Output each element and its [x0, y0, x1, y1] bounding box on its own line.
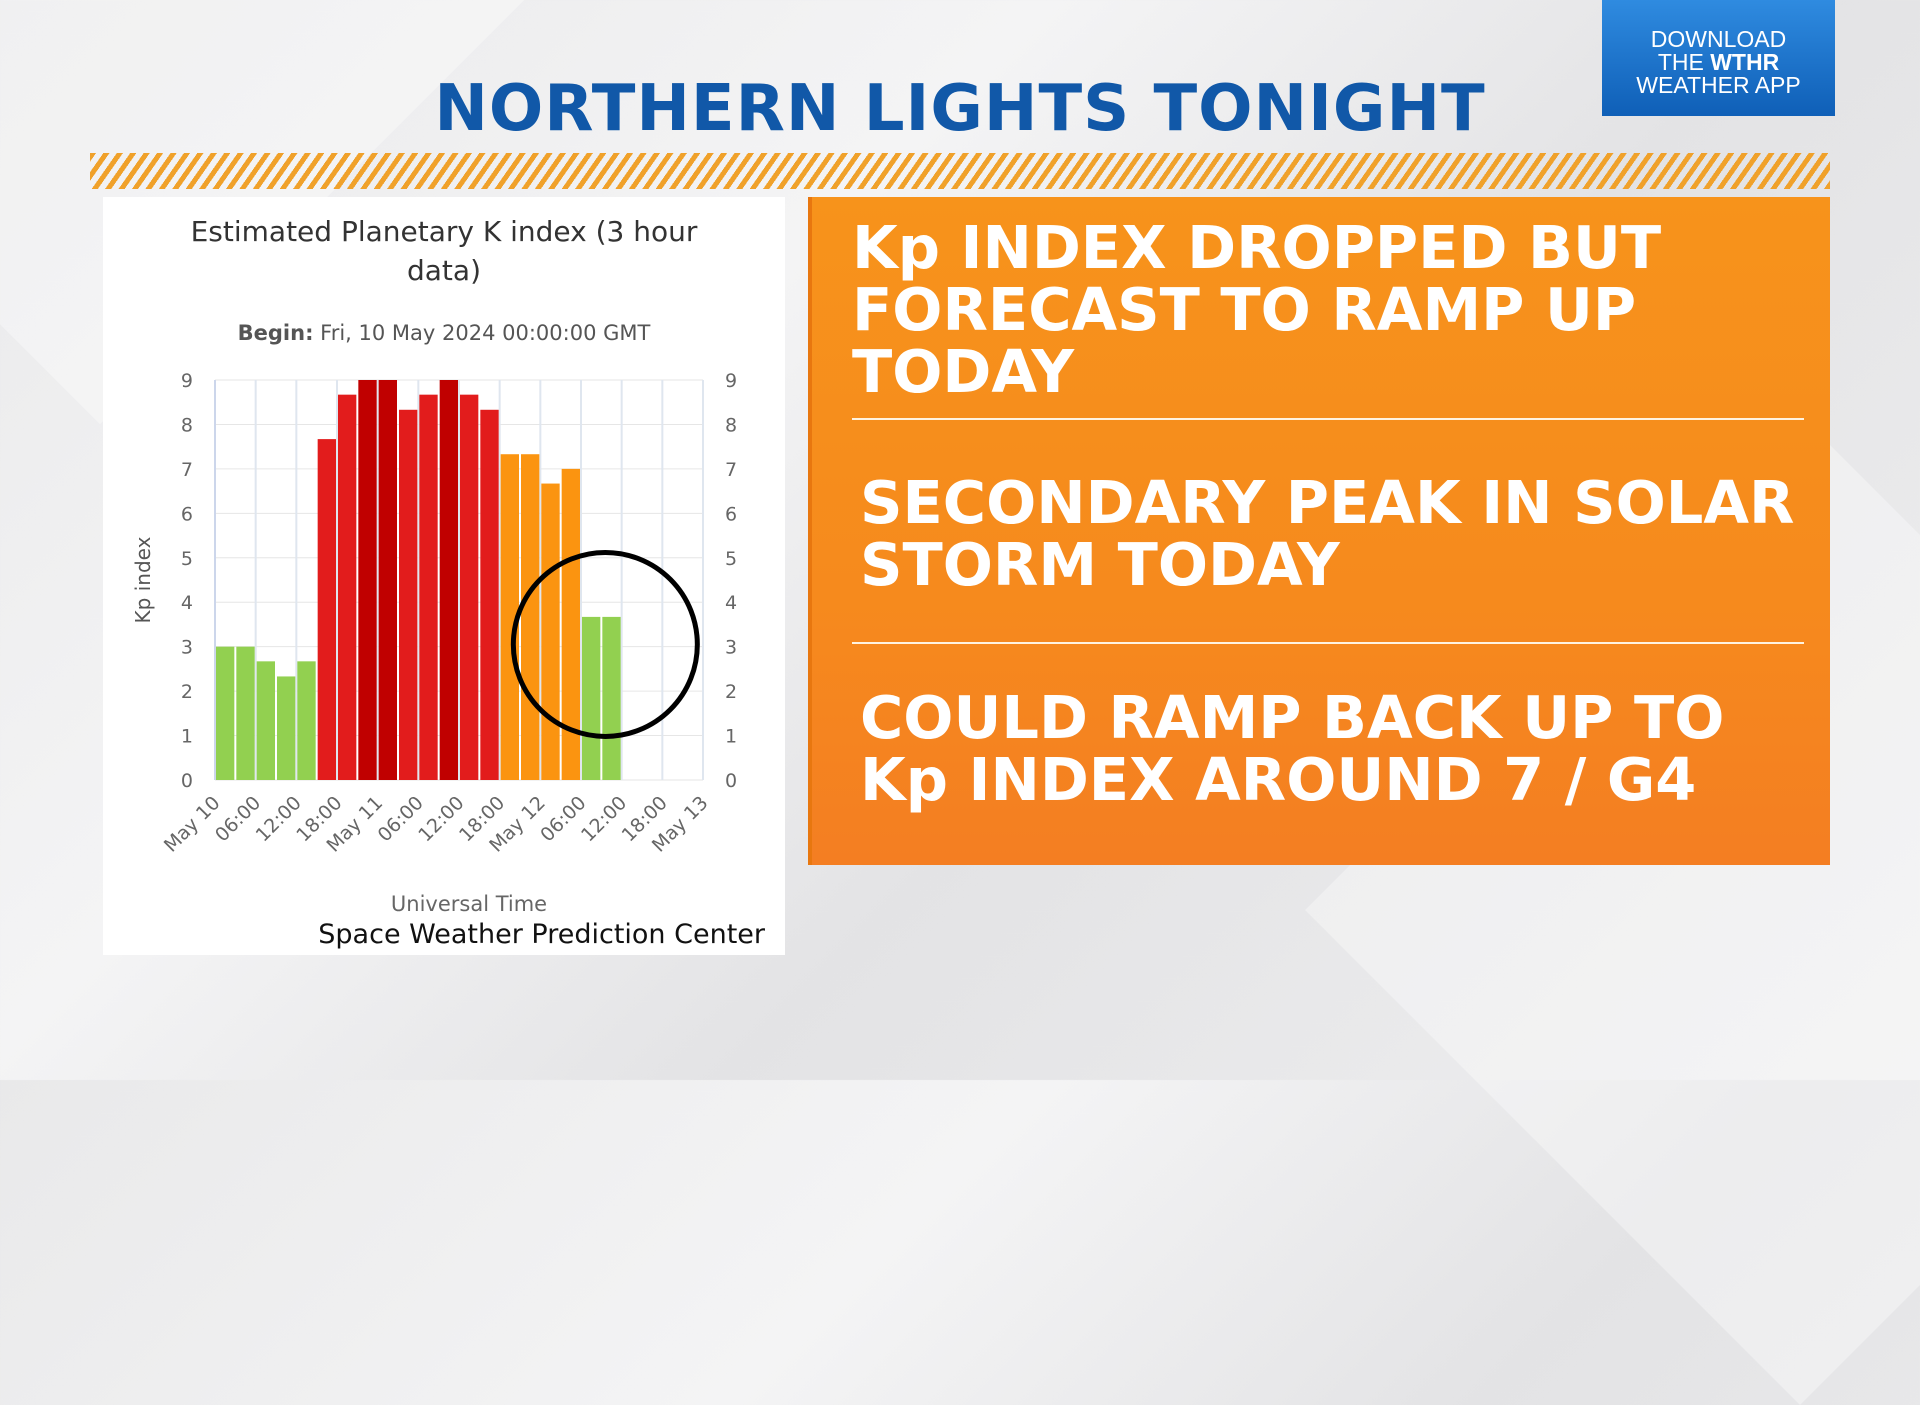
chart-svg: Estimated Planetary K index (3 hour data… [131, 215, 766, 950]
headline: NORTHERN LIGHTS TONIGHT [434, 72, 1486, 146]
x-tick-label: 06:00 [536, 792, 590, 846]
point-3-line-2: Kp INDEX AROUND 7 / G4 [860, 745, 1697, 814]
hatched-divider [90, 153, 1830, 189]
y-tick-label-right: 3 [725, 637, 737, 659]
y-tick-label: 2 [181, 681, 193, 703]
y-tick-label-right: 0 [725, 770, 737, 792]
chart-title-line-1: Estimated Planetary K index (3 hour [191, 215, 698, 248]
y-tick-label: 1 [181, 726, 193, 748]
kp-bar [216, 646, 235, 780]
point-1-line-2: FORECAST TO RAMP UP [852, 275, 1637, 344]
y-tick-label-right: 7 [725, 459, 737, 481]
kp-bar [439, 380, 458, 780]
kp-bar [358, 380, 377, 780]
kp-bar [378, 380, 397, 780]
y-tick-label: 9 [181, 370, 193, 392]
download-app-button[interactable]: DOWNLOAD THE WTHR WEATHER APP [1602, 0, 1835, 116]
point-3-line-1: COULD RAMP BACK UP TO [860, 683, 1725, 752]
kp-bar [297, 661, 316, 780]
kp-bar [500, 454, 519, 780]
kp-bar [338, 394, 357, 780]
y-tick-label: 6 [181, 503, 193, 525]
y-tick-label-right: 6 [725, 503, 737, 525]
point-3: COULD RAMP BACK UP TO Kp INDEX AROUND 7 … [860, 687, 1724, 811]
y-tick-label-right: 8 [725, 414, 737, 436]
chart-credits: Space Weather Prediction Center [318, 919, 766, 950]
y-axis-label: Kp index [131, 536, 155, 623]
kp-bar [419, 394, 438, 780]
kp-bar [480, 409, 499, 780]
point-2: SECONDARY PEAK IN SOLAR STORM TODAY [860, 472, 1794, 596]
y-tick-label-right: 2 [725, 681, 737, 703]
chart-subtitle: Begin: Fri, 10 May 2024 00:00:00 GMT [238, 321, 651, 345]
key-points-panel: Kp INDEX DROPPED BUT FORECAST TO RAMP UP… [808, 197, 1830, 865]
kp-bar [277, 676, 296, 780]
y-tick-label: 5 [181, 548, 193, 570]
y-tick-label-right: 4 [725, 592, 737, 614]
y-tick-label-right: 9 [725, 370, 737, 392]
kp-bar [256, 661, 275, 780]
kp-bar [602, 616, 621, 780]
y-tick-label: 0 [181, 770, 193, 792]
divider [852, 418, 1804, 420]
y-tick-label: 7 [181, 459, 193, 481]
y-tick-label: 3 [181, 637, 193, 659]
y-tick-label-right: 5 [725, 548, 737, 570]
x-tick-label: 06:00 [374, 792, 428, 846]
point-2-line-2: STORM TODAY [860, 530, 1340, 599]
point-2-line-1: SECONDARY PEAK IN SOLAR [860, 468, 1795, 537]
badge-line-1: DOWNLOAD [1650, 25, 1787, 52]
x-tick-label: May 10 [160, 792, 225, 857]
point-1-line-1: Kp INDEX DROPPED BUT [852, 213, 1662, 282]
point-1: Kp INDEX DROPPED BUT FORECAST TO RAMP UP… [852, 217, 1661, 403]
kp-bar [317, 439, 336, 780]
point-1-line-3: TODAY [852, 337, 1075, 406]
x-tick-label: 06:00 [211, 792, 265, 846]
kp-bar [582, 616, 601, 780]
kp-bar [460, 394, 479, 780]
kp-bar [541, 483, 560, 780]
kp-bar [521, 454, 540, 780]
y-tick-label: 8 [181, 414, 193, 436]
kp-bar [236, 646, 255, 780]
kp-bar [399, 409, 418, 780]
badge-line-3: WEATHER APP [1636, 71, 1801, 98]
badge-line-2: THE WTHR [1657, 48, 1780, 75]
y-tick-label-right: 1 [725, 726, 737, 748]
x-axis-label: Universal Time [391, 892, 547, 916]
x-tick-label: 12:00 [252, 792, 306, 846]
x-tick-label: 12:00 [577, 792, 631, 846]
x-tick-label: 12:00 [414, 792, 468, 846]
kp-index-chart: Estimated Planetary K index (3 hour data… [103, 197, 785, 955]
chart-title-line-2: data) [407, 254, 481, 287]
kp-bar [561, 468, 580, 780]
annotation-circle [510, 549, 700, 739]
y-tick-label: 4 [181, 592, 193, 614]
divider [852, 642, 1804, 644]
